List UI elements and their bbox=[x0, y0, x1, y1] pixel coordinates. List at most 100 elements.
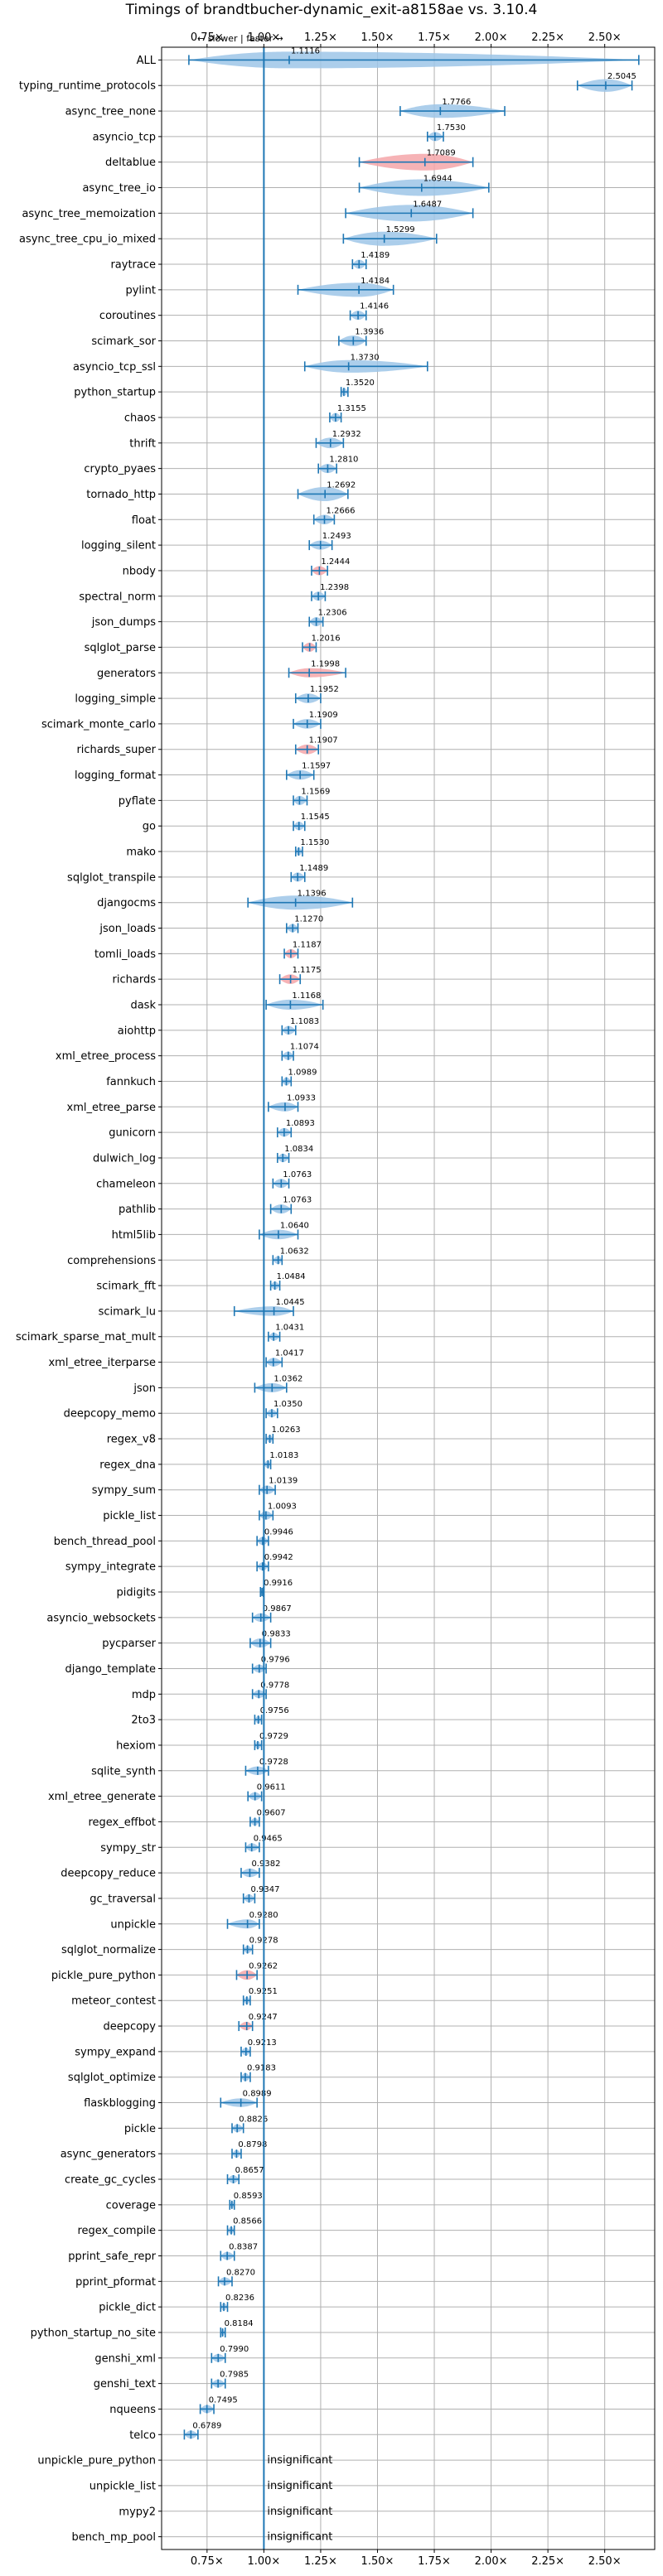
category-label: ALL bbox=[137, 55, 157, 67]
data-label: 0.9946 bbox=[264, 1527, 293, 1536]
x-tick-label-top: 1.75× bbox=[418, 31, 451, 44]
category-label: crypto_pyaes bbox=[84, 463, 156, 475]
insignificant-label: insignificant bbox=[267, 2480, 332, 2492]
category-label: typing_runtime_protocols bbox=[19, 80, 156, 93]
data-label: 0.9756 bbox=[260, 1706, 289, 1715]
x-tick-label-bottom: 1.25× bbox=[304, 2555, 337, 2568]
category-label: comprehensions bbox=[67, 1255, 156, 1267]
category-label: asyncio_tcp bbox=[93, 131, 156, 143]
data-label: 0.9916 bbox=[264, 1579, 293, 1588]
category-label: async_generators bbox=[60, 2149, 157, 2161]
category-label: spectral_norm bbox=[79, 591, 156, 603]
category-label: dulwich_log bbox=[93, 1152, 156, 1165]
data-label: 0.8989 bbox=[243, 2090, 272, 2099]
data-label: 1.0893 bbox=[286, 1119, 315, 1128]
data-label: 1.0431 bbox=[275, 1324, 304, 1333]
data-label: 1.6487 bbox=[413, 200, 442, 209]
category-label: genshi_text bbox=[94, 2378, 156, 2390]
data-label: 1.1083 bbox=[290, 1017, 319, 1026]
data-label: 1.4184 bbox=[361, 277, 390, 286]
category-label: coverage bbox=[106, 2199, 156, 2212]
data-label: 1.1952 bbox=[310, 685, 339, 694]
data-label: 1.1396 bbox=[298, 890, 327, 899]
category-label: scimark_sor bbox=[91, 335, 156, 348]
data-label: 1.1074 bbox=[290, 1043, 319, 1052]
data-label: 1.1909 bbox=[309, 711, 338, 720]
data-label: 0.9867 bbox=[263, 1604, 292, 1614]
data-label: 1.2306 bbox=[318, 609, 347, 618]
data-label: 1.2493 bbox=[322, 532, 351, 541]
data-label: 1.0484 bbox=[277, 1272, 306, 1281]
category-label: pyflate bbox=[119, 795, 156, 808]
category-label: genshi_xml bbox=[94, 2352, 156, 2365]
data-label: 1.1998 bbox=[311, 659, 340, 668]
data-label: 0.9942 bbox=[264, 1553, 293, 1562]
category-label: regex_effbot bbox=[88, 1816, 156, 1829]
category-label: flaskblogging bbox=[84, 2097, 156, 2110]
data-label: 0.7990 bbox=[220, 2345, 249, 2354]
category-label: pathlib bbox=[119, 1204, 156, 1216]
data-label: 1.0093 bbox=[268, 1503, 297, 1512]
data-label: 1.0933 bbox=[287, 1093, 316, 1102]
data-label: 1.0139 bbox=[269, 1477, 298, 1486]
data-label: 1.0362 bbox=[273, 1374, 302, 1383]
category-label: hexiom bbox=[116, 1739, 156, 1752]
data-label: 1.2398 bbox=[320, 583, 349, 592]
data-label: 0.9382 bbox=[251, 1860, 280, 1869]
data-label: 0.7985 bbox=[220, 2371, 249, 2380]
plot-frame bbox=[161, 46, 656, 2550]
category-label: scimark_sparse_mat_mult bbox=[16, 1331, 156, 1343]
data-label: 0.9833 bbox=[262, 1630, 291, 1639]
category-label: logging_silent bbox=[81, 540, 156, 552]
category-label: dask bbox=[130, 999, 156, 1011]
category-label: sympy_str bbox=[100, 1842, 156, 1855]
data-label: 0.9347 bbox=[250, 1885, 279, 1894]
category-label: deepcopy bbox=[103, 2021, 156, 2033]
x-tick-label-top: 1.50× bbox=[361, 31, 394, 44]
category-label: bench_mp_pool bbox=[71, 2531, 156, 2544]
category-label: sympy_expand bbox=[75, 2046, 156, 2058]
insignificant-label: insignificant bbox=[267, 2506, 332, 2518]
x-tick-label-top: 1.25× bbox=[304, 31, 337, 44]
y-axis-categories: ALL typing_runtime_protocols async_tree_no… bbox=[16, 55, 157, 2544]
data-label: 0.7495 bbox=[209, 2395, 238, 2405]
data-label: 0.8184 bbox=[225, 2319, 254, 2328]
chart-title: Timings of brandtbucher-dynamic_exit-a81… bbox=[125, 2, 538, 18]
violin-marks: 1.1116 2.5045 1.7766 1.7530 1.7089 1.6944 1.64… bbox=[183, 46, 640, 2544]
x-tick-label-top: 1.00× bbox=[247, 31, 280, 44]
category-label: chaos bbox=[124, 412, 156, 424]
data-label: 1.1175 bbox=[293, 966, 322, 975]
category-label: django_template bbox=[65, 1663, 156, 1676]
category-label: json_loads bbox=[99, 923, 156, 935]
category-label: mypy2 bbox=[119, 2506, 156, 2518]
category-label: nqueens bbox=[109, 2404, 156, 2416]
data-label: 0.6789 bbox=[192, 2421, 221, 2430]
data-label: 1.0763 bbox=[283, 1170, 312, 1179]
data-label: 1.1116 bbox=[291, 46, 320, 55]
category-label: sqlglot_parse bbox=[85, 642, 156, 654]
data-label: 1.3155 bbox=[337, 404, 366, 413]
data-label: 1.4189 bbox=[361, 251, 390, 260]
data-label: 1.2444 bbox=[321, 557, 350, 567]
data-label: 0.9213 bbox=[248, 2038, 277, 2048]
category-label: nbody bbox=[123, 565, 157, 577]
data-label: 0.8593 bbox=[234, 2192, 263, 2201]
category-label: xml_etree_generate bbox=[48, 1791, 156, 1803]
gridlines bbox=[162, 47, 655, 2549]
data-label: 1.7766 bbox=[442, 98, 471, 107]
category-label: asyncio_tcp_ssl bbox=[73, 361, 156, 374]
category-label: logging_format bbox=[75, 769, 156, 782]
data-label: 0.8798 bbox=[238, 2140, 267, 2149]
data-label: 1.7089 bbox=[427, 149, 456, 158]
data-label: 0.8657 bbox=[235, 2166, 264, 2175]
category-label: xml_etree_parse bbox=[67, 1102, 156, 1114]
category-label: unpickle_list bbox=[90, 2480, 156, 2492]
data-label: 1.1270 bbox=[294, 915, 323, 924]
data-label: 0.9183 bbox=[247, 2064, 276, 2073]
category-label: mako bbox=[126, 847, 156, 859]
category-label: coroutines bbox=[99, 310, 156, 322]
category-label: python_startup bbox=[74, 387, 156, 399]
category-label: pickle_dict bbox=[99, 2302, 156, 2314]
category-label: generators bbox=[97, 668, 156, 680]
